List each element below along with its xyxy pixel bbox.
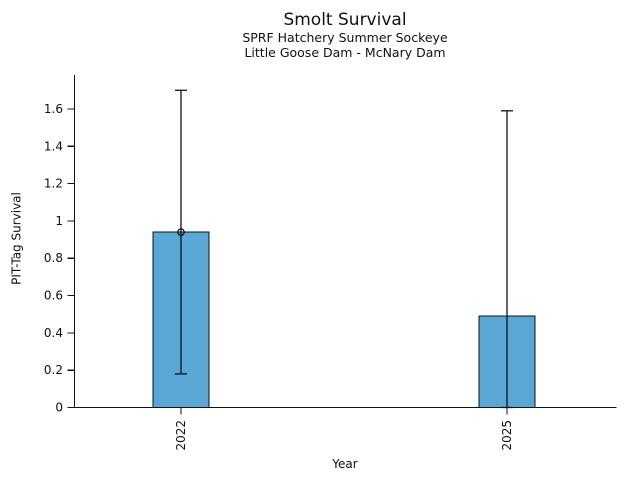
y-tick-label-0.6: 0.6	[44, 289, 63, 303]
y-tick-label-1.2: 1.2	[44, 177, 63, 191]
chart-subtitle-line1: SPRF Hatchery Summer Sockeye	[242, 30, 448, 45]
y-tick-label-1: 1	[55, 214, 63, 228]
point-marker-2022	[177, 228, 185, 236]
y-tick-label-0.4: 0.4	[44, 326, 63, 340]
y-tick-label-0: 0	[55, 401, 63, 415]
y-tick-label-1.6: 1.6	[44, 102, 63, 116]
y-tick-label-0.8: 0.8	[44, 251, 63, 265]
chart-subtitle-line2: Little Goose Dam - McNary Dam	[244, 45, 446, 60]
x-tick-label-2022: 2022	[174, 420, 188, 451]
y-tick-label-1.4: 1.4	[44, 139, 63, 153]
y-tick-label-0.2: 0.2	[44, 363, 63, 377]
x-axis-label: Year	[332, 457, 358, 471]
chart-title: Smolt Survival	[283, 10, 407, 30]
x-tick-label-2025: 2025	[500, 420, 514, 451]
